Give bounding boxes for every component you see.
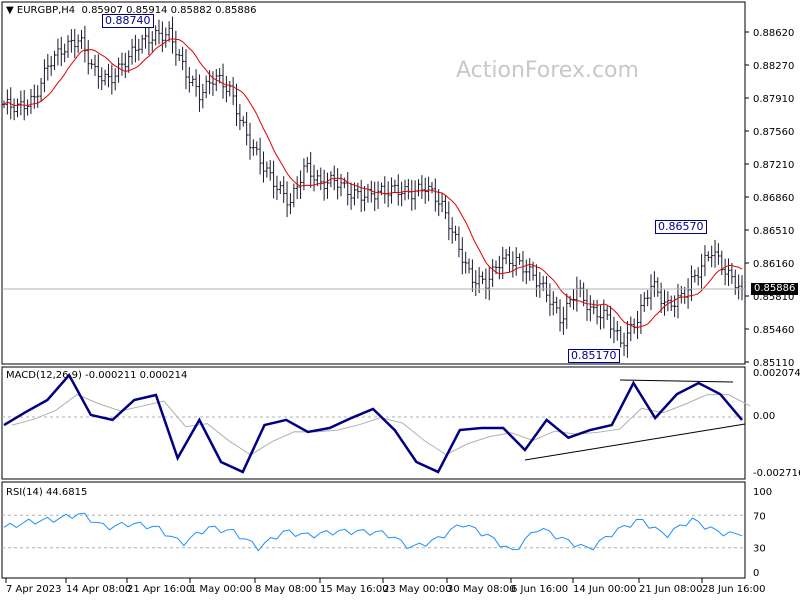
price-pane xyxy=(1,1,746,365)
macd-signal-line xyxy=(11,394,751,456)
rsi-y-label: 100 xyxy=(753,487,772,498)
rsi-pane xyxy=(1,481,746,579)
macd-line xyxy=(3,372,743,474)
macd-resistance-trendline xyxy=(619,379,734,383)
x-tick-label: 23 May 00:00 xyxy=(383,584,452,595)
x-tick-label: 6 Jun 16:00 xyxy=(511,584,568,595)
rsi-line xyxy=(3,512,743,552)
y-tick-label: 0.86860 xyxy=(753,193,794,204)
rsi-y-label: 70 xyxy=(753,511,766,522)
watermark: ActionForex.com xyxy=(456,58,639,83)
low-label-1: 0.85170 xyxy=(568,349,620,363)
y-tick-label: 0.85810 xyxy=(753,292,794,303)
chart-header: ▼ EURGBP,H4 0.85907 0.85914 0.85882 0.85… xyxy=(6,5,257,16)
x-tick-label: 8 May 08:00 xyxy=(255,584,317,595)
rsi-label: RSI(14) 44.6815 xyxy=(6,487,88,498)
y-tick-label: 0.88620 xyxy=(753,28,794,39)
x-tick-label: 30 May 08:00 xyxy=(447,584,516,595)
macd-label: MACD(12,26,9) -0.000211 0.000214 xyxy=(6,370,188,381)
high-label-1: 0.88740 xyxy=(102,14,154,28)
high-label-2: 0.86570 xyxy=(655,220,707,234)
moving-average-line xyxy=(3,38,743,329)
y-tick-label: 0.87560 xyxy=(753,127,794,138)
rsi-y-label: 0 xyxy=(753,568,759,579)
macd-y-label: 0.002074 xyxy=(753,368,800,379)
macd-y-label: 0.00 xyxy=(753,411,775,422)
y-tick-label: 0.86160 xyxy=(753,259,794,270)
ohlc-values: 0.85907 0.85914 0.85882 0.85886 xyxy=(81,5,257,16)
x-tick-label: 21 Jun 08:00 xyxy=(639,584,703,595)
y-tick-label: 0.87210 xyxy=(753,160,794,171)
x-tick-label: 21 Apr 16:00 xyxy=(127,584,192,595)
macd-support-trendline xyxy=(524,423,746,461)
y-tick-label: 0.86510 xyxy=(753,226,794,237)
x-tick-label: 7 Apr 2023 xyxy=(6,584,61,595)
y-tick-label: 0.88270 xyxy=(753,61,794,72)
rsi-y-label: 30 xyxy=(753,544,766,555)
x-tick-label: 1 May 00:00 xyxy=(190,584,252,595)
symbol-label: EURGBP,H4 xyxy=(16,5,76,16)
x-tick-label: 14 Apr 08:00 xyxy=(66,584,131,595)
x-tick-label: 14 Jun 00:00 xyxy=(573,584,637,595)
current-price-tag: 0.85886 xyxy=(751,283,799,295)
macd-pane xyxy=(1,366,746,480)
y-tick-label: 0.85460 xyxy=(753,325,794,336)
macd-y-label: -0.002716 xyxy=(753,468,800,479)
y-tick-label: 0.87910 xyxy=(753,94,794,105)
x-tick-label: 28 Jun 16:00 xyxy=(702,584,766,595)
y-tick-label: 0.85110 xyxy=(753,358,794,369)
x-tick-label: 15 May 16:00 xyxy=(320,584,389,595)
